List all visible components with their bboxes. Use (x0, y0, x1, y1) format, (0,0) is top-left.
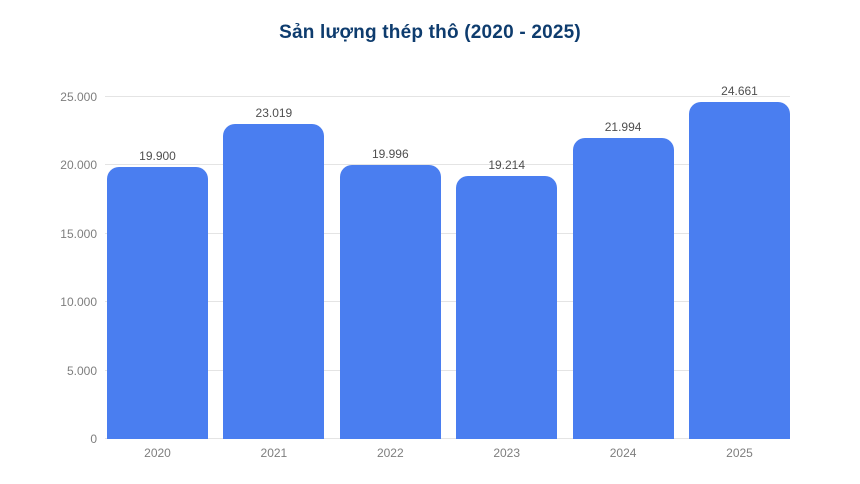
x-axis-tick-label-2022: 2022 (376, 446, 404, 460)
y-axis-tick-label: 25.000 (60, 90, 97, 104)
bar-value-label-2021: 23.019 (255, 106, 293, 121)
y-axis-tick-label: 5.000 (66, 363, 97, 378)
plot-area: 0 5.000 10.000 15.000 20.000 25.000 19.900 2020… (60, 84, 790, 460)
y-axis-tick-label: 0 (90, 432, 97, 446)
gridline-5000 (105, 369, 790, 371)
bar-2022[interactable] (339, 165, 441, 439)
bar-value-label-2024: 21.994 (604, 120, 642, 135)
bar-2023[interactable] (456, 176, 558, 439)
x-axis-tick-label-2024: 2024 (609, 446, 637, 460)
bar-value-label-2025: 24.661 (721, 83, 758, 98)
x-axis-tick-label-2025: 2025 (726, 446, 753, 460)
chart-title: Sản lượng thép thô (2020 - 2025) (279, 22, 581, 43)
gridline-20000 (105, 164, 790, 166)
bar-value-label-2022: 19.996 (371, 147, 409, 162)
x-axis-tick-label-2020: 2020 (144, 446, 171, 460)
gridline-25000 (105, 96, 790, 97)
x-axis-tick-label-2021: 2021 (260, 446, 288, 460)
bar-value-label-2020: 19.900 (139, 148, 176, 163)
gridline-0 (105, 438, 790, 439)
y-axis-tick-label: 20.000 (60, 158, 97, 173)
bar-2025[interactable] (689, 101, 790, 439)
x-axis-tick-label-2023: 2023 (493, 446, 521, 460)
gridline-15000 (105, 232, 790, 234)
bar-2020[interactable] (107, 166, 208, 439)
y-axis-tick-label: 10.000 (60, 295, 97, 310)
bar-2024[interactable] (572, 138, 674, 439)
y-axis-tick-label: 15.000 (60, 226, 97, 241)
bar-value-label-2023: 19.214 (488, 158, 526, 173)
gridline-10000 (105, 301, 790, 303)
bar-2021[interactable] (223, 124, 325, 439)
